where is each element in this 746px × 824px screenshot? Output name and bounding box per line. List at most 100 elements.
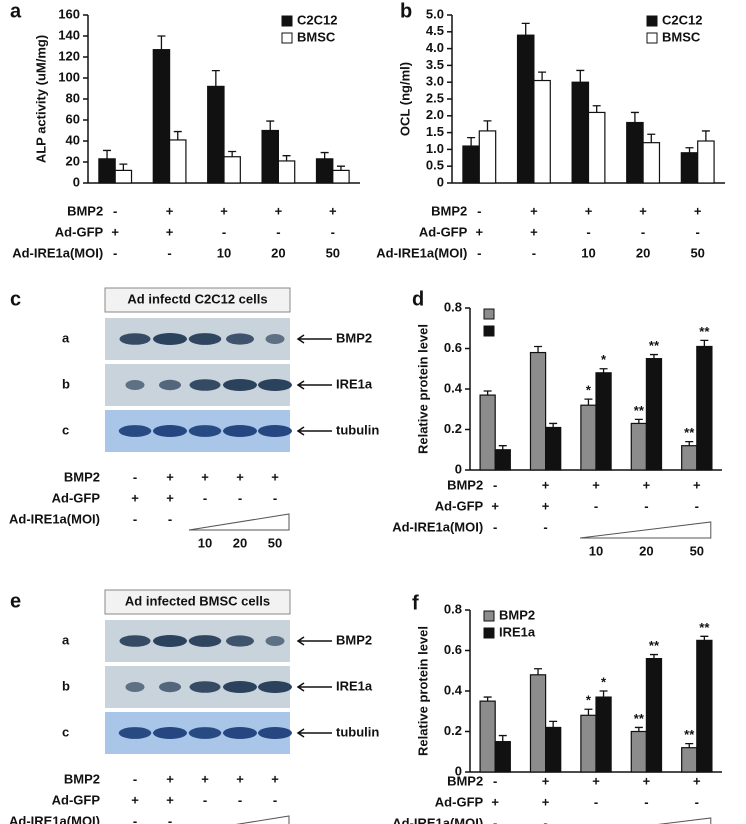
treatment-label: BMP2 xyxy=(431,203,467,218)
treatment-mark: + xyxy=(220,203,228,218)
treatment-mark: 10 xyxy=(217,245,231,260)
blot-band xyxy=(265,636,285,646)
bar xyxy=(494,741,511,773)
bar xyxy=(645,358,663,471)
bar xyxy=(630,422,648,471)
treatment-mark: - xyxy=(113,245,117,260)
treatment-mark: + xyxy=(643,477,651,492)
error-bar xyxy=(549,720,558,728)
significance: ** xyxy=(649,638,660,653)
treatment-mark: + xyxy=(643,773,651,788)
error-bar xyxy=(634,726,643,732)
blot-title-box xyxy=(104,589,291,615)
blot-band xyxy=(119,333,151,345)
treatment-mark: - xyxy=(543,519,547,534)
bar xyxy=(479,394,496,471)
significance: ** xyxy=(634,403,645,418)
treatment-label: BMP2 xyxy=(64,469,100,484)
error-bar xyxy=(320,151,329,159)
treatment-mark: + xyxy=(166,792,174,807)
y-tick-label: 0.8 xyxy=(444,299,462,314)
treatment-mark: + xyxy=(542,794,550,809)
treatment-mark: + xyxy=(131,792,139,807)
treatment-mark: + xyxy=(542,498,550,513)
treatment-mark: - xyxy=(133,511,137,526)
legend-swatch xyxy=(483,308,495,320)
treatment-mark: 10 xyxy=(589,543,603,558)
treatment-mark: + xyxy=(693,773,701,788)
y-tick-label: 0.5 xyxy=(426,158,444,173)
blot-band xyxy=(188,727,222,739)
bar xyxy=(332,169,350,184)
treatment-mark: - xyxy=(168,511,172,526)
legend-swatch xyxy=(483,325,495,337)
y-tick-label: 120 xyxy=(58,48,80,63)
blot-band xyxy=(153,635,187,647)
bar xyxy=(462,145,480,184)
error-bar xyxy=(649,353,658,359)
y-tick-label: 140 xyxy=(58,27,80,42)
bar xyxy=(98,158,116,184)
bar xyxy=(315,158,334,184)
bar xyxy=(277,160,296,184)
blot-band xyxy=(118,727,152,739)
treatment-label: Ad-IRE1a(MOI) xyxy=(392,815,483,824)
treatment-mark: + xyxy=(271,469,279,484)
blot-band xyxy=(153,425,187,437)
blot-arrow xyxy=(296,728,332,738)
treatment-mark: 10 xyxy=(198,535,212,550)
legend-swatch xyxy=(646,15,658,27)
blot-row-label: tubulin xyxy=(336,724,379,739)
treatment-mark: 50 xyxy=(690,543,704,558)
treatment-mark: + xyxy=(131,490,139,505)
treatment-mark: - xyxy=(238,792,242,807)
bar xyxy=(544,726,562,773)
significance: ** xyxy=(684,425,695,440)
significance: ** xyxy=(699,324,710,339)
treatment-mark: - xyxy=(594,794,598,809)
treatment-mark: - xyxy=(331,224,335,239)
treatment-mark: 50 xyxy=(268,535,282,550)
treatment-mark: + xyxy=(275,203,283,218)
error-bar xyxy=(173,130,182,140)
treatment-mark: 20 xyxy=(271,245,285,260)
bar xyxy=(494,449,511,471)
error-bar xyxy=(599,368,608,373)
blot-row-label: IRE1a xyxy=(336,376,373,391)
legend-swatch xyxy=(483,627,495,639)
treatment-label: BMP2 xyxy=(447,773,483,788)
blot-band xyxy=(125,682,145,692)
panel-letter: c xyxy=(10,288,21,310)
treatment-mark: 50 xyxy=(690,245,704,260)
blot-band xyxy=(153,333,187,345)
treatment-mark: + xyxy=(111,224,119,239)
error-bar xyxy=(700,339,709,347)
error-bar xyxy=(521,22,530,36)
blot-band xyxy=(223,379,257,391)
bar xyxy=(595,372,612,471)
blot-band xyxy=(188,635,222,647)
y-tick-label: 5.0 xyxy=(426,6,444,21)
y-tick-label: 1.0 xyxy=(426,141,444,156)
error-bar xyxy=(498,734,507,742)
dose-ramp xyxy=(235,815,290,824)
y-tick-label: 2.5 xyxy=(426,90,444,105)
legend-label: BMSC xyxy=(297,29,336,44)
bar xyxy=(571,81,590,184)
blot-band xyxy=(223,681,257,693)
bar xyxy=(587,111,606,184)
bar xyxy=(479,700,496,773)
y-tick-label: 0.2 xyxy=(444,421,462,436)
blot-band xyxy=(153,727,187,739)
error-bar xyxy=(119,163,128,171)
treatment-label: Ad-IRE1a(MOI) xyxy=(12,245,103,260)
legend-swatch xyxy=(483,610,495,622)
y-axis-label: Relative protein level xyxy=(415,626,430,756)
blot-band xyxy=(125,380,145,390)
blot-band xyxy=(189,681,221,693)
blot-band xyxy=(258,379,292,391)
blot-band xyxy=(188,425,222,437)
y-tick-label: 0.4 xyxy=(444,380,463,395)
error-bar xyxy=(549,422,558,428)
